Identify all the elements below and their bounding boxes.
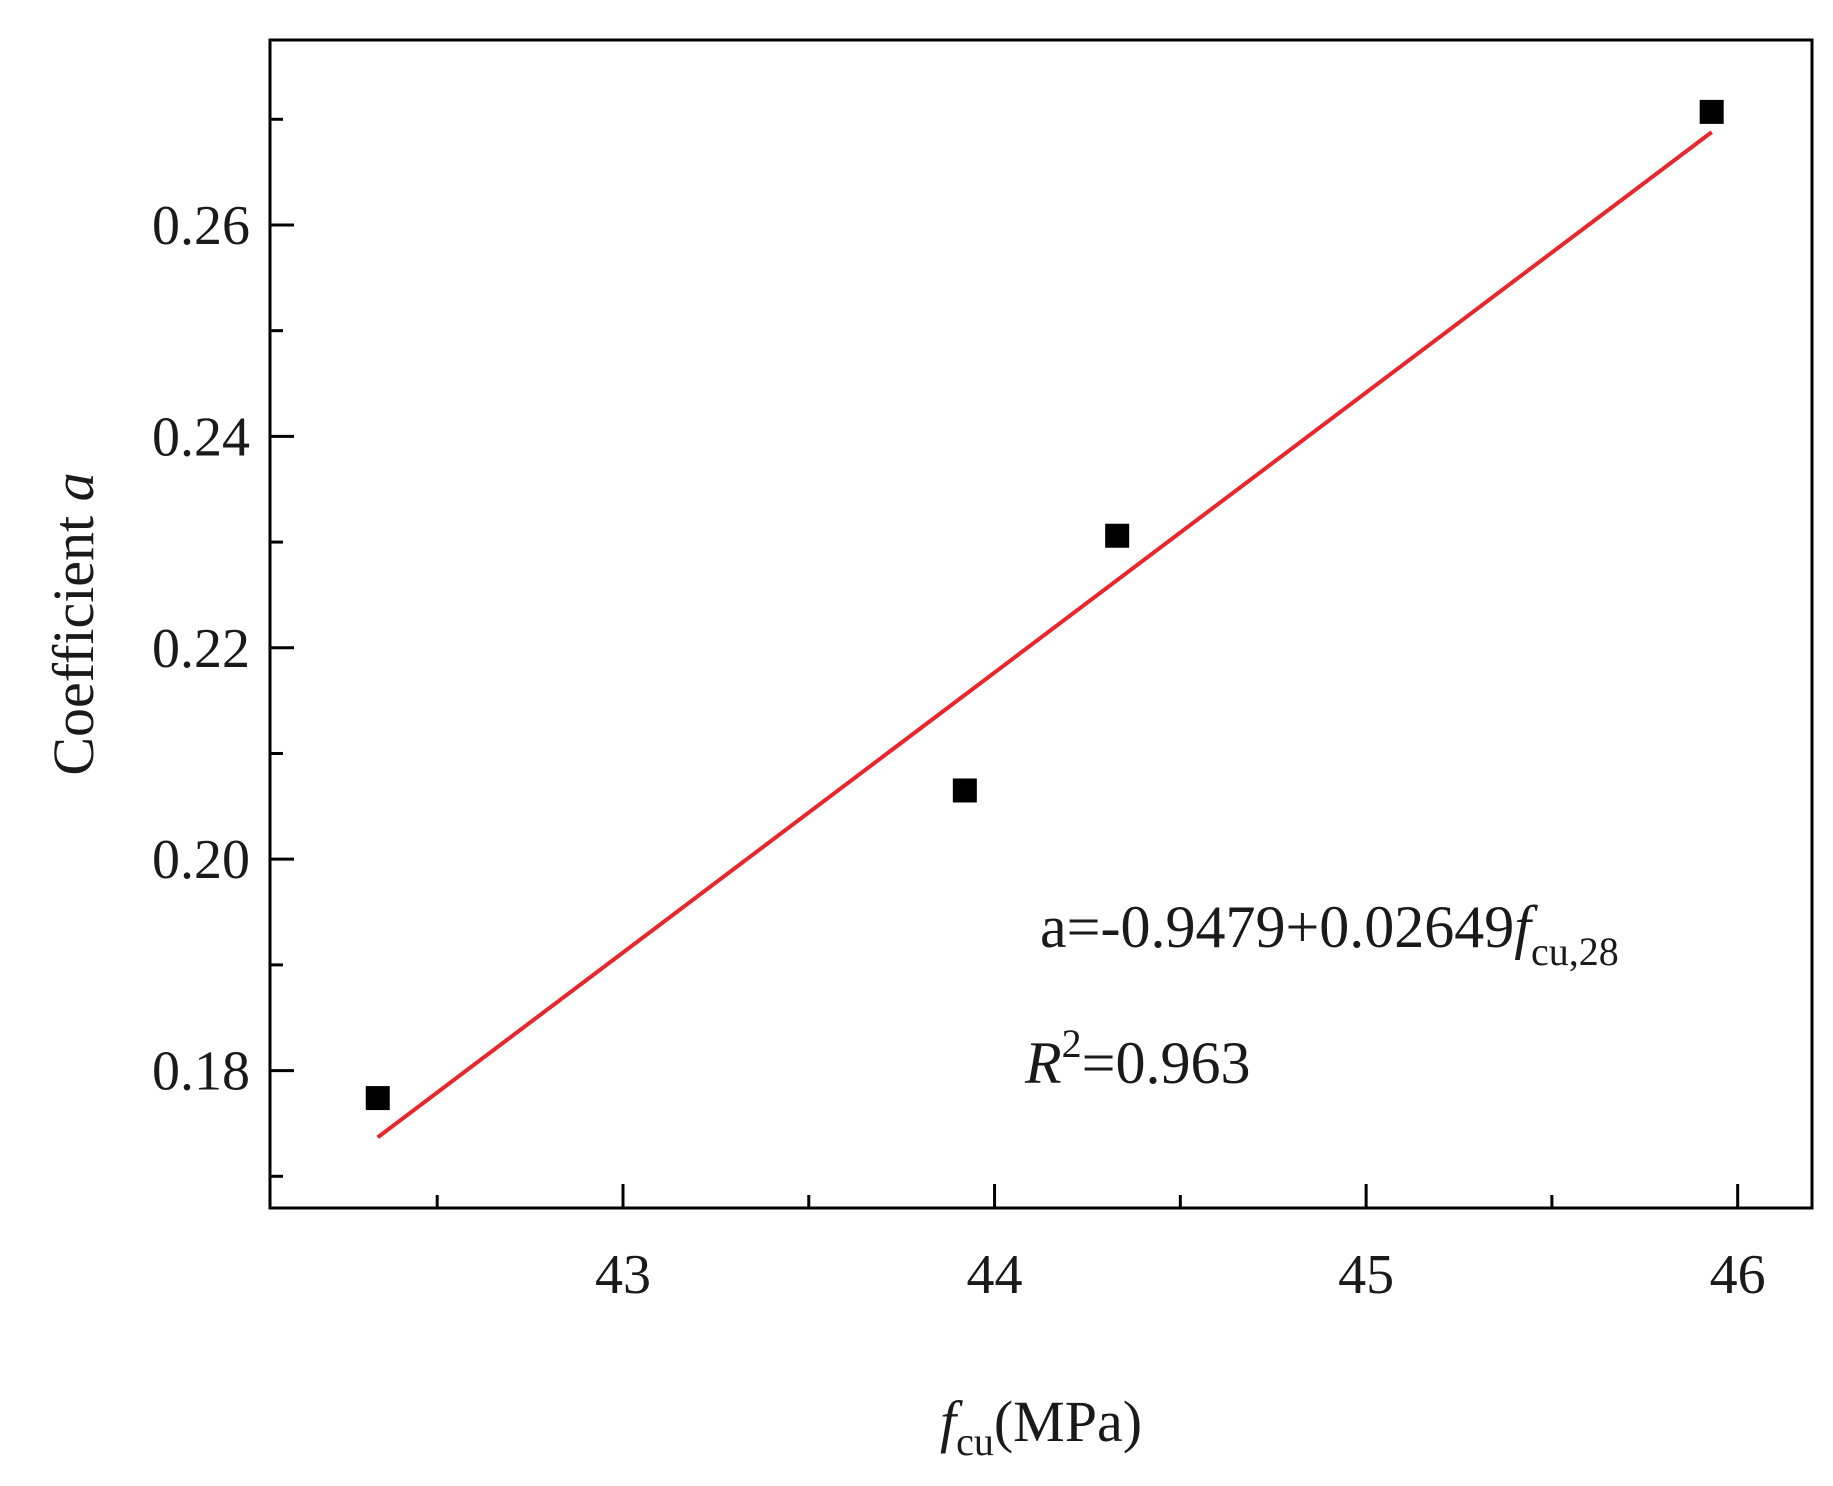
r2-var: R	[1024, 1030, 1062, 1096]
equation-lhs: a=-0.9479+0.02649	[1040, 894, 1514, 960]
x-axis-title-unit: (MPa)	[994, 1389, 1142, 1454]
data-point	[1105, 523, 1130, 548]
data-point	[1699, 99, 1724, 124]
r2-sup: 2	[1062, 1021, 1082, 1066]
y-axis-title-var: a	[41, 472, 106, 501]
major-ticks	[270, 223, 1740, 1208]
x-tick-label: 43	[595, 1244, 651, 1306]
y-axis-title: Coefficient a	[41, 472, 106, 775]
x-axis-title-sub: cu	[956, 1419, 994, 1464]
equation-sub: cu,28	[1531, 929, 1619, 974]
equation-annotation: a=-0.9479+0.02649fcu,28	[1040, 894, 1619, 974]
x-axis-title: fcu(MPa)	[940, 1389, 1142, 1464]
y-tick-label: 0.26	[152, 195, 250, 257]
r2-value: =0.963	[1082, 1030, 1251, 1096]
y-axis-title-main: Coefficient	[41, 501, 106, 775]
minor-ticks	[270, 117, 1554, 1208]
fit-line	[376, 130, 1713, 1139]
x-tick-label: 44	[967, 1244, 1023, 1306]
data-point	[365, 1086, 390, 1111]
y-tick-label: 0.22	[152, 618, 250, 680]
x-tick-label: 46	[1710, 1244, 1766, 1306]
data-point	[952, 778, 977, 803]
x-tick-label: 45	[1338, 1244, 1394, 1306]
y-tick-label: 0.18	[152, 1041, 250, 1103]
y-tick-label: 0.20	[152, 829, 250, 891]
data-points	[365, 99, 1724, 1111]
tick-labels: 43 44 45 46 0.18 0.20 0.22 0.24 0.26	[152, 195, 1766, 1306]
r2-annotation: R2=0.963	[1024, 1021, 1251, 1096]
y-tick-label: 0.24	[152, 406, 250, 468]
plot-frame	[268, 38, 1814, 1210]
